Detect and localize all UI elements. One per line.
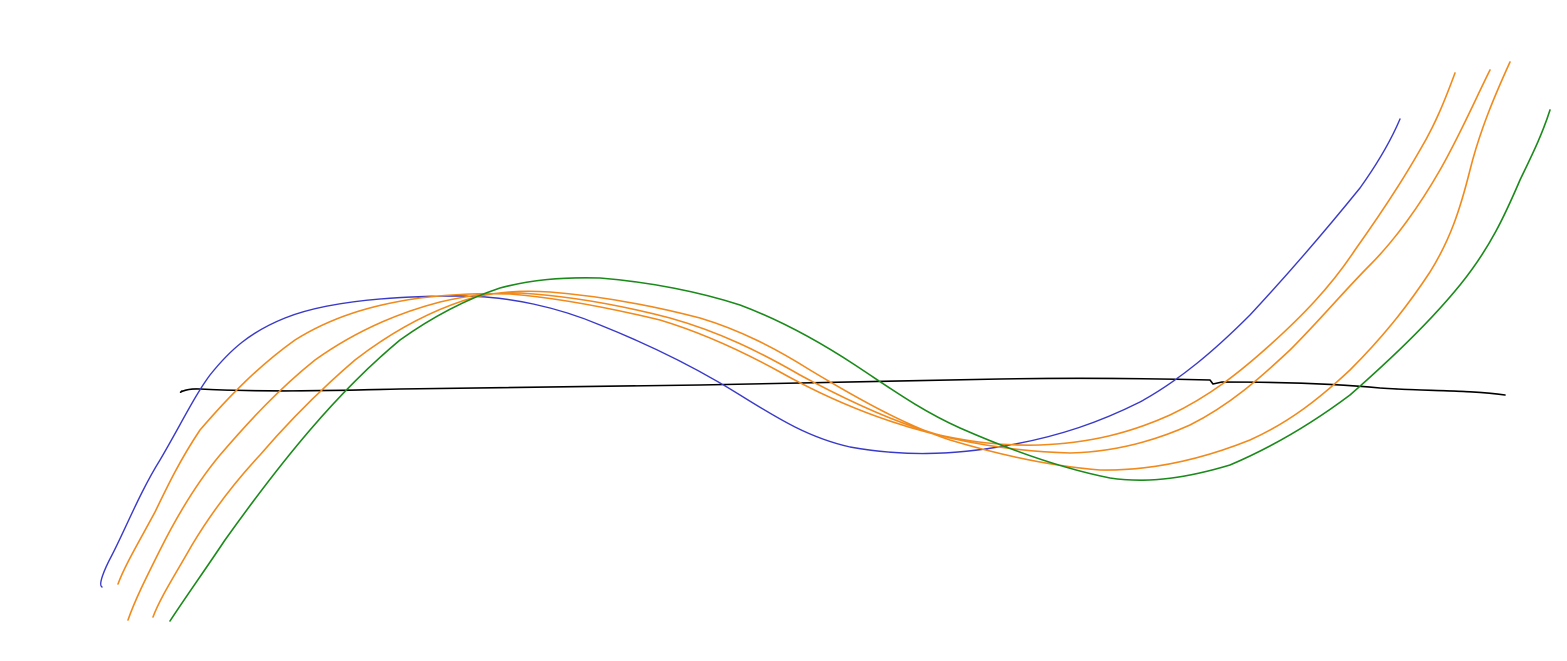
- orange-curve-3: [152, 61, 1511, 618]
- orange-curve-2: [127, 69, 1491, 621]
- green-curve: [169, 109, 1551, 622]
- orange-curve-1: [117, 72, 1456, 585]
- blue-curve: [100, 118, 1401, 588]
- baseline-axis: [179, 377, 1506, 396]
